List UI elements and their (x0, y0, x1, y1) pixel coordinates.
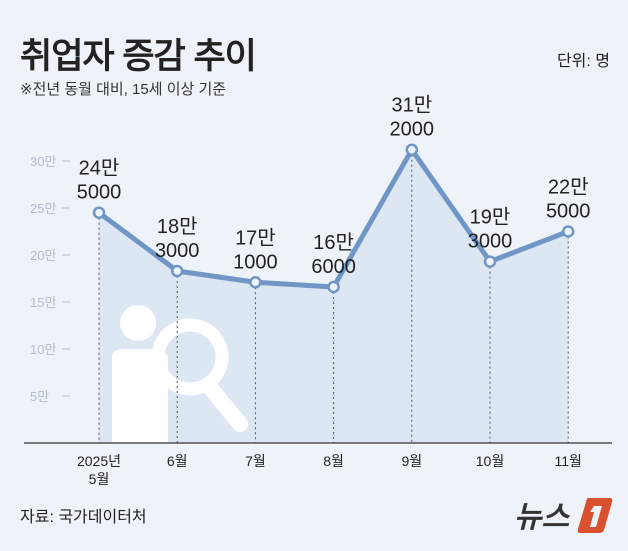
y-tick-label: 25만 (30, 201, 56, 216)
x-tick-label: 2025년 (77, 453, 121, 469)
data-label-man: 24만 (79, 157, 120, 180)
area-fill (99, 149, 569, 443)
unit-label: 단위: 명 (556, 53, 610, 70)
y-tick-label: 10만 (30, 342, 56, 357)
news1-logo: 뉴스 (514, 494, 614, 541)
data-label-rest: 5000 (546, 201, 591, 223)
data-label-man: 17만 (235, 226, 276, 249)
data-point (561, 225, 575, 238)
data-label-man: 18만 (157, 215, 198, 238)
data-label-rest: 3000 (468, 231, 513, 253)
data-point (249, 276, 262, 289)
x-tick-label: 10월 (476, 453, 504, 469)
person-magnifier-illustration (112, 305, 248, 443)
source-note: 자료: 국가데이터처 (20, 509, 147, 526)
y-tick-label: 30만 (30, 154, 56, 169)
data-label-man: 19만 (470, 206, 511, 229)
magnifier-handle-icon (204, 382, 248, 432)
subtitle: ※전년 동월 대비, 15세 이상 기준 (20, 81, 227, 98)
y-tick-label: 15만 (30, 295, 56, 310)
y-tick-label: 20만 (30, 248, 56, 263)
data-label-rest: 2000 (390, 119, 435, 141)
data-label-rest: 1000 (233, 251, 278, 273)
data-point (170, 264, 184, 278)
x-tick-label: 6월 (167, 453, 188, 469)
data-label-rest: 5000 (77, 182, 122, 204)
x-tick-label: 9월 (401, 453, 422, 469)
x-tick-label: 7월 (245, 453, 266, 469)
x-tick-label: 8월 (323, 453, 344, 469)
data-label-man: 16만 (313, 231, 354, 254)
magnifier-icon (151, 318, 229, 396)
data-point (92, 206, 106, 219)
data-label-man: 31만 (391, 94, 432, 117)
person-head-icon (120, 305, 156, 341)
page-title: 취업자 증감 추이 (20, 37, 257, 76)
data-label-man: 22만 (548, 176, 589, 199)
svg-text:뉴스: 뉴스 (514, 501, 571, 534)
data-point (405, 143, 419, 156)
data-point (327, 280, 340, 294)
person-body-icon (112, 349, 168, 443)
y-tick-label: 5만 (30, 389, 49, 404)
data-point (483, 255, 497, 268)
data-label-rest: 6000 (311, 256, 356, 278)
x-tick-label: 5월 (89, 471, 110, 487)
data-label-rest: 3000 (155, 240, 200, 262)
x-tick-label: 11월 (554, 453, 581, 469)
